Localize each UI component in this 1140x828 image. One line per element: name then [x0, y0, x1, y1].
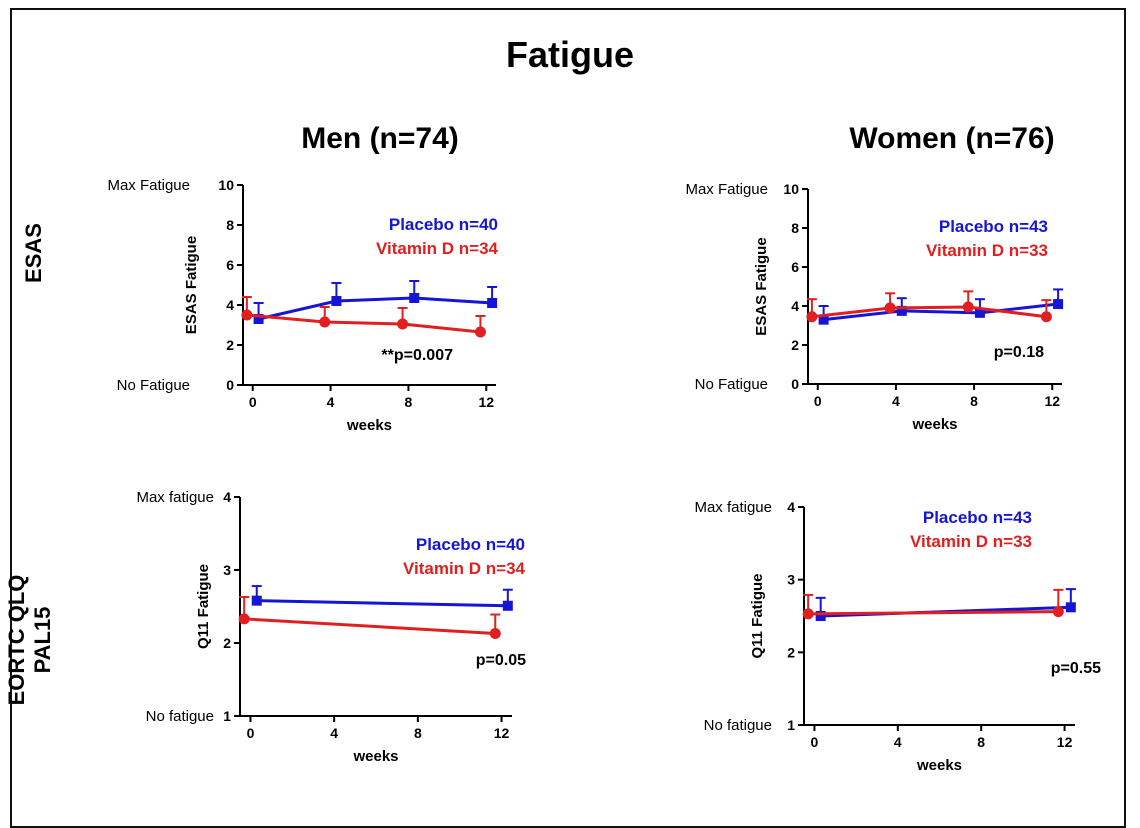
- p0-s1-marker: [241, 309, 253, 321]
- p0-s0-marker: [409, 293, 420, 303]
- p2-max-annotation: Max fatigue: [136, 489, 214, 506]
- p2-x-tick-label: 4: [330, 725, 338, 741]
- p2-s1-line: [244, 617, 496, 636]
- p1-y-tick-label: 8: [791, 220, 799, 236]
- p3-x-tick-label: 12: [1057, 734, 1073, 750]
- p3-s1-marker: [1052, 606, 1064, 618]
- p2-legend-placebo: Placebo n=40: [416, 535, 525, 554]
- p3-x-axis-label: weeks: [916, 757, 962, 774]
- p0-legend-vitamin-d: Vitamin D n=34: [376, 239, 499, 258]
- p0-s1-marker: [319, 316, 331, 328]
- p1-y-tick-label: 6: [791, 259, 799, 275]
- p0-y-axis-label: ESAS Fatigue: [183, 236, 200, 334]
- p3-y-tick-label: 2: [787, 644, 795, 660]
- p3-y-tick-label: 1: [787, 717, 795, 733]
- p0-y-tick-label: 6: [226, 257, 234, 273]
- p2-legend-vitamin-d: Vitamin D n=34: [403, 559, 526, 578]
- p1-y-tick-label: 4: [791, 298, 799, 314]
- p2-x-axis-label: weeks: [352, 748, 398, 765]
- p1-legend-placebo: Placebo n=43: [939, 217, 1048, 236]
- p3-legend-placebo: Placebo n=43: [923, 508, 1032, 527]
- p2-s1-marker: [489, 628, 501, 640]
- p2-y-tick-label: 2: [223, 635, 231, 651]
- p0-s0-marker: [253, 314, 264, 324]
- p0-y-tick-label: 8: [226, 217, 234, 233]
- p3-y-tick-label: 4: [787, 499, 795, 515]
- p2-x-tick-label: 0: [247, 725, 255, 741]
- p2-x-tick-label: 12: [494, 725, 510, 741]
- p0-s1-marker: [474, 326, 486, 338]
- p3-s1-line: [808, 610, 1059, 616]
- p3-s0-marker: [815, 611, 826, 621]
- p2-s0-marker: [251, 595, 262, 606]
- p1-p-value: p=0.18: [994, 344, 1044, 361]
- p0-s1-marker: [397, 318, 409, 330]
- p1-s1-marker: [806, 311, 818, 323]
- p2-s0-marker: [502, 600, 513, 611]
- p3-y-tick-label: 3: [787, 572, 795, 588]
- p0-x-axis-label: weeks: [346, 417, 392, 434]
- p0-x-tick-label: 8: [405, 394, 413, 410]
- p1-s0-marker: [818, 314, 829, 325]
- p0-y-tick-label: 0: [226, 377, 234, 393]
- p3-min-annotation: No fatigue: [704, 717, 772, 734]
- p0-s0-marker: [487, 298, 498, 308]
- figure-title: Fatigue: [505, 34, 634, 75]
- p1-s1-marker: [1040, 311, 1052, 323]
- p1-y-axis-label: ESAS Fatigue: [753, 237, 770, 335]
- p1-s1-marker: [962, 301, 974, 313]
- p2-s1-marker: [238, 613, 250, 625]
- p0-x-tick-label: 12: [478, 394, 494, 410]
- p2-y-tick-label: 4: [223, 489, 231, 505]
- p1-x-tick-label: 4: [892, 393, 900, 409]
- p2-x-tick-label: 8: [414, 725, 422, 741]
- p0-p-value: **p=0.007: [381, 347, 453, 364]
- p1-s1-marker: [884, 302, 896, 314]
- p0-y-tick-label: 4: [226, 297, 234, 313]
- p1-s1-line: [811, 305, 1047, 319]
- p1-y-tick-label: 10: [783, 181, 799, 197]
- p1-s0-line: [823, 302, 1059, 322]
- p1-x-tick-label: 0: [814, 393, 822, 409]
- p1-max-annotation: Max Fatigue: [685, 181, 768, 198]
- p1-s0-marker: [974, 307, 985, 318]
- p2-s0-line: [256, 599, 508, 608]
- p3-s0-marker: [1065, 602, 1076, 613]
- p1-x-axis-label: weeks: [911, 416, 957, 433]
- p0-s0-line: [258, 296, 493, 321]
- column-title-women: Women (n=76): [849, 122, 1055, 155]
- p2-y-tick-label: 3: [223, 562, 231, 578]
- p0-x-tick-label: 0: [249, 394, 257, 410]
- p1-legend-vitamin-d: Vitamin D n=33: [926, 241, 1048, 260]
- p3-y-axis-label: Q11 Fatigue: [749, 573, 766, 658]
- p2-y-tick-label: 1: [223, 708, 231, 724]
- p2-y-axis-label: Q11 Fatigue: [195, 564, 212, 649]
- p2-min-annotation: No fatigue: [146, 708, 214, 725]
- p0-y-tick-label: 10: [218, 177, 234, 193]
- p3-legend-vitamin-d: Vitamin D n=33: [910, 532, 1032, 551]
- p1-s0-marker: [896, 305, 907, 316]
- p0-min-annotation: No Fatigue: [117, 377, 190, 394]
- p1-y-tick-label: 0: [791, 376, 799, 392]
- p3-x-tick-label: 4: [894, 734, 902, 750]
- p0-y-tick-label: 2: [226, 337, 234, 353]
- p2-p-value: p=0.05: [476, 652, 526, 669]
- p3-max-annotation: Max fatigue: [694, 499, 772, 516]
- p1-x-tick-label: 12: [1044, 393, 1060, 409]
- p1-y-tick-label: 2: [791, 337, 799, 353]
- p0-legend-placebo: Placebo n=40: [389, 215, 498, 234]
- column-title-men: Men (n=74): [301, 122, 459, 155]
- p3-p-value: p=0.55: [1051, 660, 1101, 677]
- p0-x-tick-label: 4: [327, 394, 335, 410]
- p3-x-tick-label: 8: [977, 734, 985, 750]
- p0-max-annotation: Max Fatigue: [107, 177, 190, 194]
- p0-s0-marker: [331, 296, 342, 306]
- p3-x-tick-label: 0: [811, 734, 819, 750]
- p3-s1-marker: [802, 608, 814, 620]
- p1-s0-marker: [1053, 299, 1064, 310]
- p0-s1-line: [246, 313, 481, 334]
- p1-x-tick-label: 8: [970, 393, 978, 409]
- p1-min-annotation: No Fatigue: [695, 376, 768, 393]
